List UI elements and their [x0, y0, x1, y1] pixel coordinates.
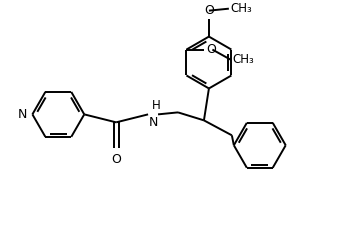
Text: O: O [207, 43, 216, 56]
Text: H: H [152, 99, 161, 112]
Text: O: O [111, 153, 121, 166]
Text: N: N [149, 116, 159, 129]
Text: O: O [204, 4, 214, 17]
Text: CH₃: CH₃ [232, 53, 254, 66]
Text: N: N [18, 108, 28, 121]
Text: CH₃: CH₃ [231, 2, 253, 15]
